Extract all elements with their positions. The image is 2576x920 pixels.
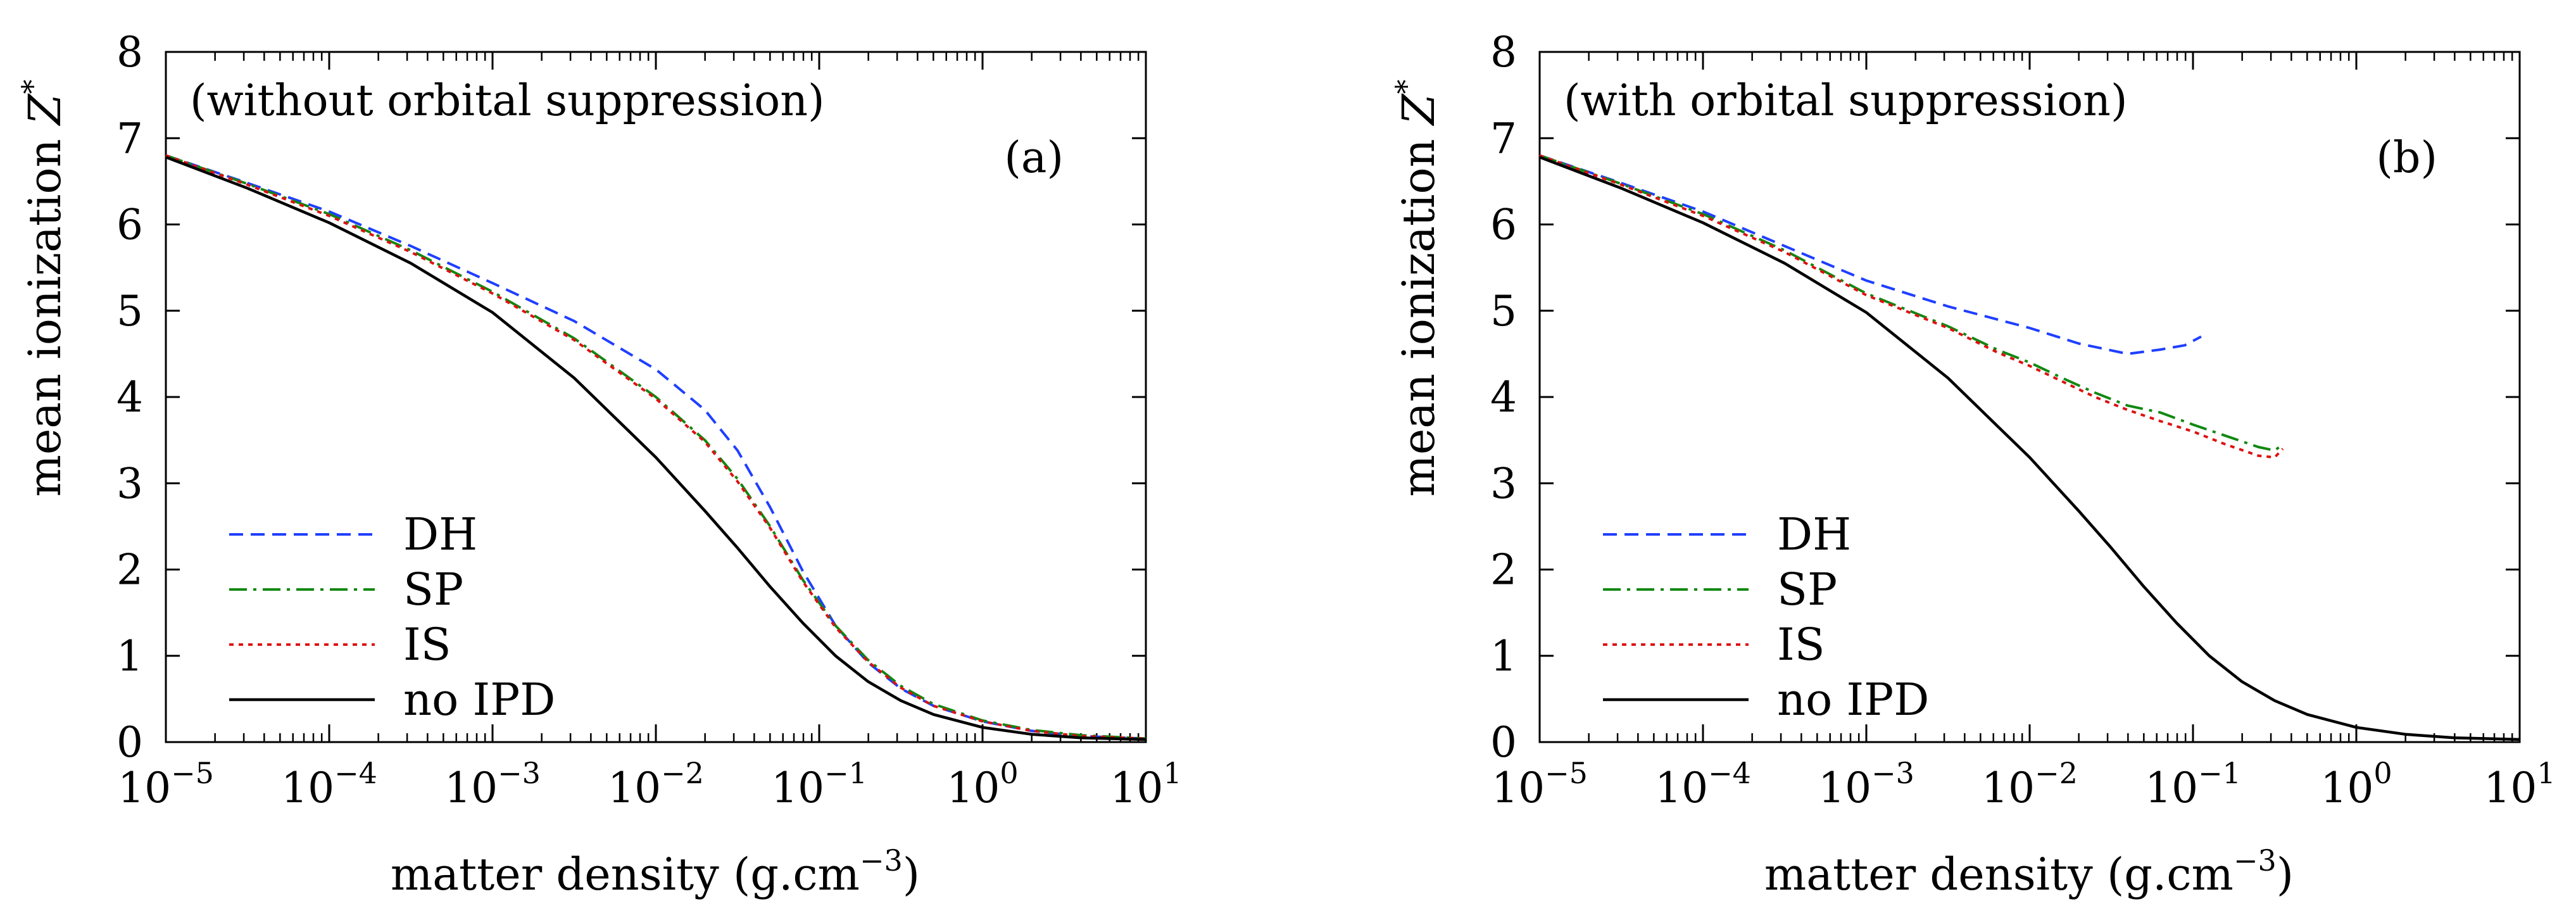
y-axis-label: mean ionization Z* — [15, 79, 71, 496]
series-line-dh — [1539, 154, 2202, 355]
series-line-dh — [165, 154, 1147, 740]
series-line-sp — [1539, 154, 2284, 452]
x-tick-label: 100 — [2320, 756, 2392, 812]
y-tick-label: 5 — [116, 287, 143, 336]
panel-label: (b) — [2376, 133, 2437, 183]
y-tick-label: 2 — [116, 546, 143, 595]
y-tick-label: 8 — [116, 28, 143, 77]
legend-label: SP — [403, 564, 463, 615]
y-tick-label: 0 — [1490, 718, 1517, 767]
series-line-is — [1539, 154, 2284, 459]
y-tick-label: 1 — [1490, 632, 1517, 681]
x-tick-label: 10−1 — [2145, 756, 2241, 812]
y-tick-label: 7 — [116, 114, 143, 163]
legend-label: no IPD — [403, 674, 555, 726]
legend-label: SP — [1777, 564, 1837, 615]
legend-label: no IPD — [1777, 674, 1929, 726]
legend-label: IS — [403, 619, 451, 671]
y-tick-label: 4 — [1490, 373, 1517, 422]
x-tick-label: 101 — [1110, 756, 1181, 812]
y-tick-label: 7 — [1490, 114, 1517, 163]
series-line-no-ipd — [165, 156, 1147, 741]
y-tick-label: 0 — [116, 718, 143, 767]
x-tick-label: 10−4 — [281, 756, 377, 812]
x-tick-label: 10−2 — [608, 756, 704, 812]
x-tick-label: 10−5 — [118, 756, 214, 812]
x-axis-label: matter density (g.cm−3) — [391, 843, 920, 900]
x-axis-label: matter density (g.cm−3) — [1764, 843, 2294, 900]
panel-label: (a) — [1004, 133, 1064, 183]
x-tick-label: 100 — [946, 756, 1018, 812]
y-axis-label: mean ionization Z* — [1389, 79, 1445, 496]
legend-label: IS — [1777, 619, 1825, 671]
y-tick-label: 3 — [116, 459, 143, 508]
y-tick-label: 4 — [116, 373, 143, 422]
x-tick-label: 10−4 — [1655, 756, 1751, 812]
y-tick-label: 6 — [1490, 201, 1517, 249]
series-line-no-ipd — [1539, 156, 2520, 741]
x-tick-label: 10−1 — [771, 756, 867, 812]
legend-label: DH — [403, 508, 477, 560]
x-tick-label: 10−5 — [1492, 756, 1588, 812]
y-tick-label: 3 — [1490, 459, 1517, 508]
panel-annotation: (without orbital suppression) — [190, 76, 825, 126]
y-tick-label: 5 — [1490, 287, 1517, 336]
x-tick-label: 10−3 — [444, 756, 541, 812]
y-tick-label: 1 — [116, 632, 143, 681]
panel-a: mean ionization Z* matter density (g.cm−… — [15, 28, 1182, 900]
x-tick-label: 101 — [2484, 756, 2555, 812]
legend-label: DH — [1777, 508, 1851, 560]
y-tick-label: 6 — [116, 201, 143, 249]
x-tick-label: 10−2 — [1982, 756, 2078, 812]
x-tick-label: 10−3 — [1818, 756, 1914, 812]
panel-b: mean ionization Z* matter density (g.cm−… — [1389, 28, 2556, 900]
y-tick-label: 8 — [1490, 28, 1517, 77]
y-tick-label: 2 — [1490, 546, 1517, 595]
series-line-is — [165, 154, 1147, 740]
panel-annotation: (with orbital suppression) — [1564, 76, 2127, 126]
